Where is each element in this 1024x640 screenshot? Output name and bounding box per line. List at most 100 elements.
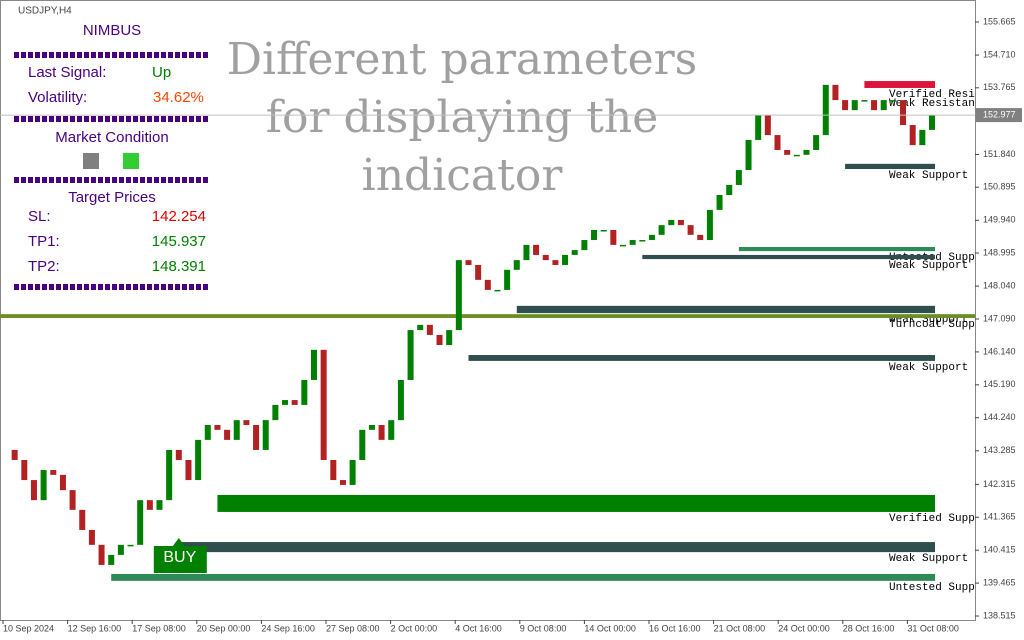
x-tick-label: 28 Oct 16:00 bbox=[843, 623, 895, 633]
zone-label: Weak Support bbox=[889, 170, 968, 182]
candle bbox=[542, 254, 549, 261]
candle bbox=[368, 424, 375, 430]
x-tick-label: 9 Oct 08:00 bbox=[520, 623, 567, 633]
x-tick-label: 2 Oct 00:00 bbox=[391, 623, 438, 633]
condition-box bbox=[123, 153, 139, 169]
zone bbox=[864, 81, 935, 88]
candle bbox=[426, 324, 433, 335]
candle bbox=[446, 330, 453, 345]
candle bbox=[677, 219, 684, 226]
zone bbox=[642, 254, 935, 260]
zone bbox=[738, 246, 935, 252]
candle bbox=[166, 449, 173, 501]
candle bbox=[146, 500, 153, 510]
candle bbox=[822, 84, 829, 136]
candle bbox=[832, 84, 839, 101]
last-price-label: 152.977 bbox=[983, 109, 1016, 119]
candle bbox=[871, 100, 878, 111]
candle bbox=[581, 240, 588, 251]
x-tick-label: 24 Oct 00:00 bbox=[778, 623, 830, 633]
zone-label: Verified Supp bbox=[889, 513, 975, 525]
candle bbox=[243, 420, 250, 425]
symbol-title: USDJPY,H4 bbox=[18, 6, 72, 17]
candle bbox=[88, 529, 95, 545]
zone bbox=[516, 305, 935, 314]
candle bbox=[272, 404, 279, 421]
value: 142.254 bbox=[152, 208, 206, 225]
candle bbox=[301, 379, 308, 405]
candle bbox=[484, 279, 491, 290]
candle bbox=[735, 170, 742, 185]
y-tick-label: 144.240 bbox=[983, 412, 1016, 422]
candle bbox=[436, 334, 443, 345]
candle bbox=[861, 100, 868, 102]
zone-label: Weak Resistan bbox=[889, 98, 975, 110]
candle bbox=[929, 114, 935, 130]
y-tick-label: 151.840 bbox=[983, 149, 1016, 159]
zone bbox=[0, 314, 975, 318]
candle bbox=[282, 400, 289, 405]
y-tick-label: 153.765 bbox=[983, 82, 1016, 92]
zone bbox=[217, 494, 935, 512]
y-tick-label: 138.515 bbox=[983, 610, 1016, 620]
candle bbox=[726, 184, 733, 196]
zone bbox=[178, 542, 935, 553]
candle bbox=[233, 420, 240, 440]
zone-label: Turncoat Supp bbox=[889, 319, 975, 331]
y-tick-label: 154.710 bbox=[983, 49, 1016, 59]
candle bbox=[504, 269, 511, 290]
candle bbox=[195, 439, 202, 481]
candle bbox=[571, 250, 578, 255]
candle bbox=[204, 424, 211, 440]
zone-label: Weak Support bbox=[889, 553, 968, 565]
x-tick-label: 20 Sep 00:00 bbox=[197, 623, 251, 633]
candle bbox=[745, 139, 752, 171]
candle bbox=[175, 449, 182, 460]
candle bbox=[620, 244, 626, 247]
candle bbox=[552, 260, 559, 265]
buy-box bbox=[153, 546, 207, 573]
candle bbox=[494, 289, 501, 292]
y-tick-label: 148.995 bbox=[983, 247, 1016, 257]
x-tick-label: 27 Sep 08:00 bbox=[326, 623, 380, 633]
candle bbox=[30, 480, 37, 501]
candle bbox=[562, 254, 569, 265]
value: Up bbox=[152, 64, 171, 81]
candle bbox=[330, 459, 337, 481]
candle bbox=[784, 149, 791, 155]
y-tick-label: 141.365 bbox=[983, 512, 1016, 522]
candle bbox=[716, 195, 723, 210]
y-tick-label: 140.415 bbox=[983, 545, 1016, 555]
candle bbox=[291, 400, 298, 405]
candle bbox=[764, 114, 771, 136]
x-tick-label: 12 Sep 16:00 bbox=[68, 623, 122, 633]
candle bbox=[98, 544, 105, 565]
label: Market Condition bbox=[55, 129, 168, 146]
label: TP1: bbox=[28, 233, 60, 250]
candle bbox=[610, 229, 617, 245]
candle bbox=[185, 459, 192, 481]
candle bbox=[79, 509, 86, 530]
axes: 155.665 154.710 153.765 151.840 150.895 149.9… bbox=[0, 16, 1022, 633]
candle bbox=[880, 100, 887, 111]
x-tick-label: 17 Sep 08:00 bbox=[132, 623, 186, 633]
candle bbox=[339, 480, 346, 485]
x-tick-label: 24 Sep 16:00 bbox=[261, 623, 315, 633]
watermark: Different parameters for displaying the in… bbox=[227, 34, 698, 201]
zone-label: Verified Resi bbox=[889, 89, 975, 101]
zone bbox=[111, 573, 935, 581]
candle bbox=[11, 449, 18, 460]
candle bbox=[417, 324, 424, 331]
label: TP2: bbox=[28, 258, 60, 275]
candle bbox=[127, 544, 134, 547]
watermark-line: indicator bbox=[362, 150, 564, 201]
nimbus-panel: NIMBUS Last Signal: Up Volatility: 34.62… bbox=[14, 22, 210, 290]
candle bbox=[629, 240, 636, 245]
candle bbox=[668, 219, 675, 226]
last-price-box bbox=[976, 108, 1022, 123]
candle bbox=[475, 264, 482, 280]
candle bbox=[774, 135, 781, 150]
candle bbox=[455, 260, 462, 331]
candle bbox=[311, 349, 317, 380]
x-tick-label: 14 Oct 00:00 bbox=[584, 623, 636, 633]
